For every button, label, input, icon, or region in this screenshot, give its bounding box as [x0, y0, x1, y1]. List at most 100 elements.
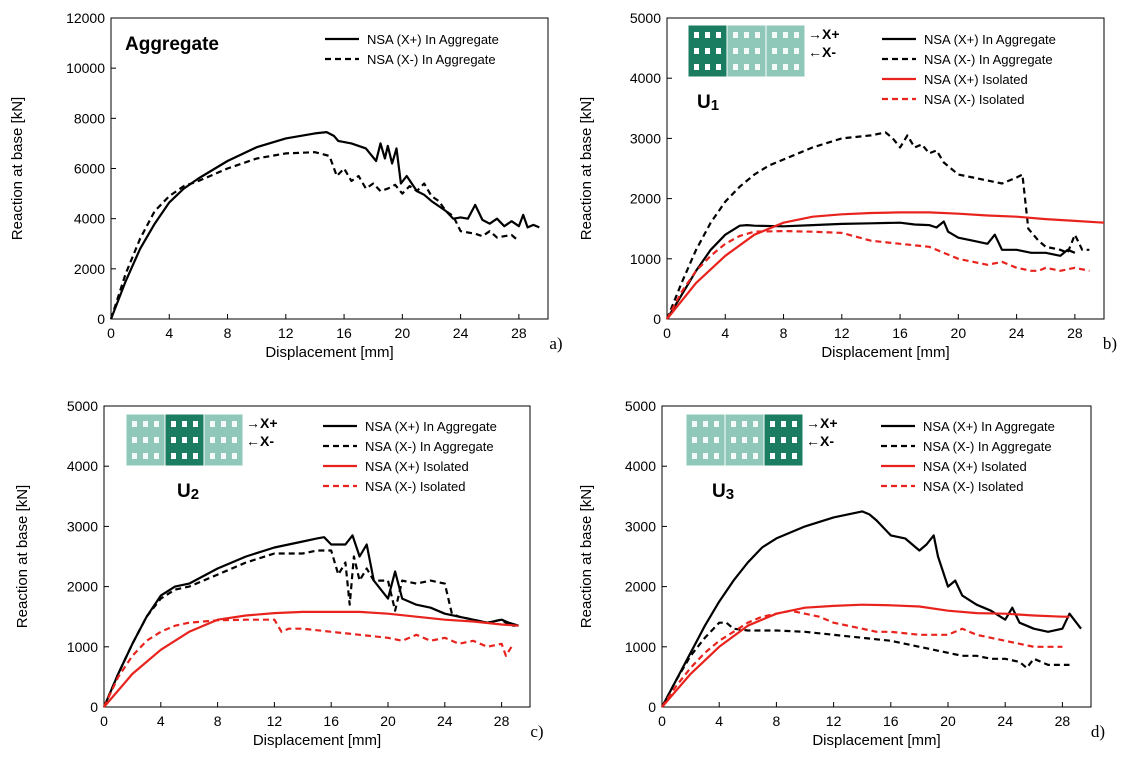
window-icon [232, 453, 237, 459]
y-tick-label: 0 [90, 699, 98, 715]
y-tick-label: 5000 [625, 398, 656, 414]
x-tick-label: 0 [663, 325, 671, 341]
window-icon [716, 32, 721, 38]
window-icon [703, 453, 708, 459]
legend-label: NSA (X+) In Aggregate [367, 32, 499, 47]
window-icon [692, 453, 697, 459]
x-tick-label: 24 [1009, 325, 1025, 341]
x-tick-label: 12 [826, 713, 842, 729]
legend-label: NSA (X-) Isolated [923, 479, 1023, 494]
window-icon [733, 48, 738, 54]
x-tick-label: 4 [165, 325, 173, 341]
x-tick-label: 4 [715, 713, 723, 729]
window-icon [755, 48, 760, 54]
window-icon [221, 421, 226, 427]
window-icon [694, 64, 699, 70]
panel-letter: b) [1103, 334, 1117, 353]
window-icon [731, 453, 736, 459]
window-icon [154, 453, 159, 459]
window-icon [154, 437, 159, 443]
window-icon [794, 48, 799, 54]
x-tick-label: 12 [834, 325, 850, 341]
window-icon [783, 64, 788, 70]
window-icon [714, 453, 719, 459]
y-tick-label: 4000 [625, 458, 656, 474]
legend-label: NSA (X-) Isolated [924, 92, 1024, 107]
x-tick-label: 20 [380, 713, 396, 729]
window-icon [792, 421, 797, 427]
window-icon [770, 437, 775, 443]
y-tick-label: 4000 [630, 70, 661, 86]
panel-letter: a) [549, 334, 562, 353]
legend: NSA (X+) In Aggregate NSA (X-) In Aggrega… [882, 32, 1056, 107]
window-icon [781, 421, 786, 427]
legend-label: NSA (X+) In Aggregate [924, 32, 1056, 47]
x-tick-label: 24 [437, 713, 453, 729]
chart-title: U2 [177, 481, 199, 503]
window-icon [705, 48, 710, 54]
y-tick-label: 2000 [67, 579, 98, 595]
y-tick-label: 5000 [67, 398, 98, 414]
x-tick-label: 20 [951, 325, 967, 341]
window-icon [742, 437, 747, 443]
chart-title: Aggregate [125, 34, 219, 55]
window-icon [731, 437, 736, 443]
window-icon [694, 32, 699, 38]
series-line-2 [102, 549, 516, 708]
y-axis-label: Reaction at base [kN] [578, 485, 595, 628]
legend-label: NSA (X+) In Aggregate [365, 419, 497, 434]
window-icon [770, 421, 775, 427]
x-tick-label: 12 [267, 713, 283, 729]
window-icon [755, 64, 760, 70]
arrow-x-minus: ←X- [808, 44, 836, 60]
panel-letter: d) [1091, 722, 1105, 741]
x-axis-label: Displacement [mm] [821, 344, 949, 361]
x-tick-label: 28 [1055, 713, 1071, 729]
series-line-1 [666, 220, 1076, 320]
legend-label: NSA (X-) In Aggregate [924, 52, 1053, 67]
legend-label: NSA (X-) In Aggregate [365, 439, 494, 454]
y-tick-label: 3000 [67, 518, 98, 534]
chart-title: U3 [712, 481, 734, 503]
window-icon [703, 437, 708, 443]
window-icon [132, 437, 137, 443]
window-icon [772, 64, 777, 70]
y-tick-label: 0 [648, 699, 656, 715]
window-icon [692, 421, 697, 427]
window-icon [703, 421, 708, 427]
window-icon [742, 421, 747, 427]
window-icon [742, 453, 747, 459]
window-icon [221, 453, 226, 459]
series-line-2 [109, 151, 520, 320]
y-tick-label: 4000 [67, 458, 98, 474]
y-tick-label: 2000 [74, 261, 105, 277]
y-tick-label: 4000 [74, 211, 105, 227]
chart-panel-3: 0 4 8 12 16 20 24 28 0 1000 2000 3000 4000 5000 Displa… [14, 398, 544, 749]
window-icon [783, 48, 788, 54]
window-icon [171, 453, 176, 459]
x-tick-label: 0 [658, 713, 666, 729]
window-icon [705, 32, 710, 38]
y-tick-label: 8000 [74, 110, 105, 126]
x-tick-label: 16 [336, 325, 352, 341]
window-icon [692, 437, 697, 443]
x-axis-label: Displacement [mm] [812, 732, 940, 749]
y-tick-label: 2000 [625, 579, 656, 595]
y-tick-label: 6000 [74, 161, 105, 177]
chart-title: U1 [697, 92, 719, 114]
window-icon [210, 421, 215, 427]
arrow-x-plus: →X+ [808, 26, 840, 42]
series-line-1 [661, 510, 1082, 708]
x-tick-label: 28 [1067, 325, 1083, 341]
window-icon [755, 32, 760, 38]
window-icon [714, 437, 719, 443]
x-tick-label: 20 [940, 713, 956, 729]
y-tick-label: 3000 [630, 130, 661, 146]
x-tick-label: 24 [453, 325, 469, 341]
window-icon [772, 48, 777, 54]
window-icon [143, 421, 148, 427]
x-tick-label: 8 [224, 325, 232, 341]
window-icon [744, 32, 749, 38]
y-tick-label: 1000 [67, 639, 98, 655]
window-icon [132, 421, 137, 427]
